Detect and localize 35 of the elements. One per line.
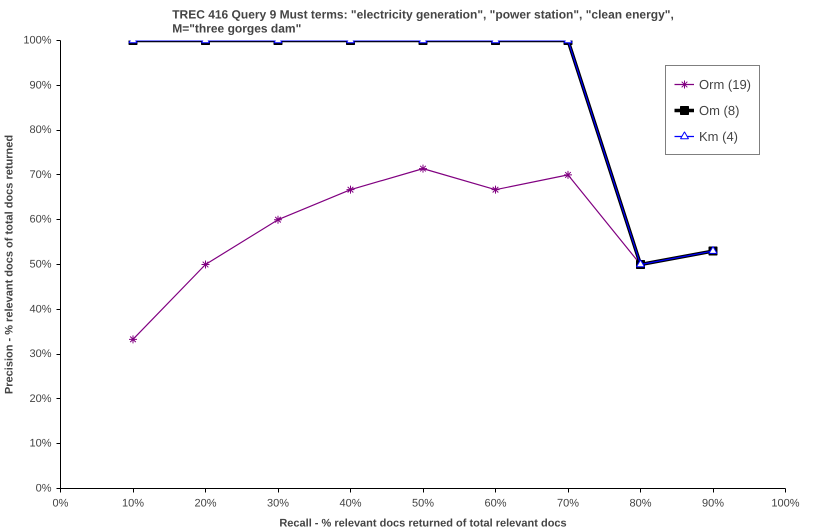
x-tick-label: 40% — [339, 498, 362, 510]
point — [418, 164, 428, 174]
legend-label: Km (4) — [699, 128, 738, 144]
x-tick-label: 60% — [484, 498, 507, 510]
x-tick-label: 0% — [52, 498, 69, 510]
y-tick-label: 80% — [29, 124, 52, 136]
y-tick-label: 30% — [29, 348, 52, 360]
y-tick-label: 100% — [23, 34, 52, 46]
point — [201, 260, 210, 269]
y-tick-label: 20% — [29, 392, 52, 405]
y-tick-label: 60% — [29, 214, 52, 226]
y-tick-label: 50% — [29, 258, 52, 270]
y-tick-label: 10% — [29, 438, 52, 450]
y-tick-label: 0% — [36, 482, 52, 494]
legend-label: Om (8) — [699, 102, 740, 118]
y-tick-label: 40% — [29, 303, 52, 316]
x-tick-label: 70% — [556, 498, 580, 510]
x-tick-label: 20% — [194, 498, 217, 510]
x-tick-label: 50% — [412, 498, 434, 510]
legend-label: Orm (19) — [699, 76, 751, 92]
point — [274, 215, 282, 224]
x-tick-label: 10% — [122, 498, 144, 510]
x-tick-label: 100% — [771, 498, 800, 510]
point — [346, 185, 355, 194]
y-tick-label: 70% — [29, 168, 52, 181]
x-tick-label: 80% — [629, 498, 652, 510]
point — [564, 170, 572, 180]
x-tick-label: 30% — [266, 498, 290, 510]
point — [491, 185, 500, 194]
y-tick-label: 90% — [29, 79, 52, 92]
x-tick-label: 90% — [702, 498, 724, 510]
x-axis-title: Recall - % relevant docs returned of total relevant docs — [279, 518, 567, 530]
chart-title: TREC 416 Query 9 Must terms: "electricity generation", "power station", "clean energy", M="three gorges dam" — [172, 8, 674, 36]
y-axis-title: Precision - % relevant docs of total docs returned — [3, 134, 16, 394]
point — [128, 334, 138, 344]
